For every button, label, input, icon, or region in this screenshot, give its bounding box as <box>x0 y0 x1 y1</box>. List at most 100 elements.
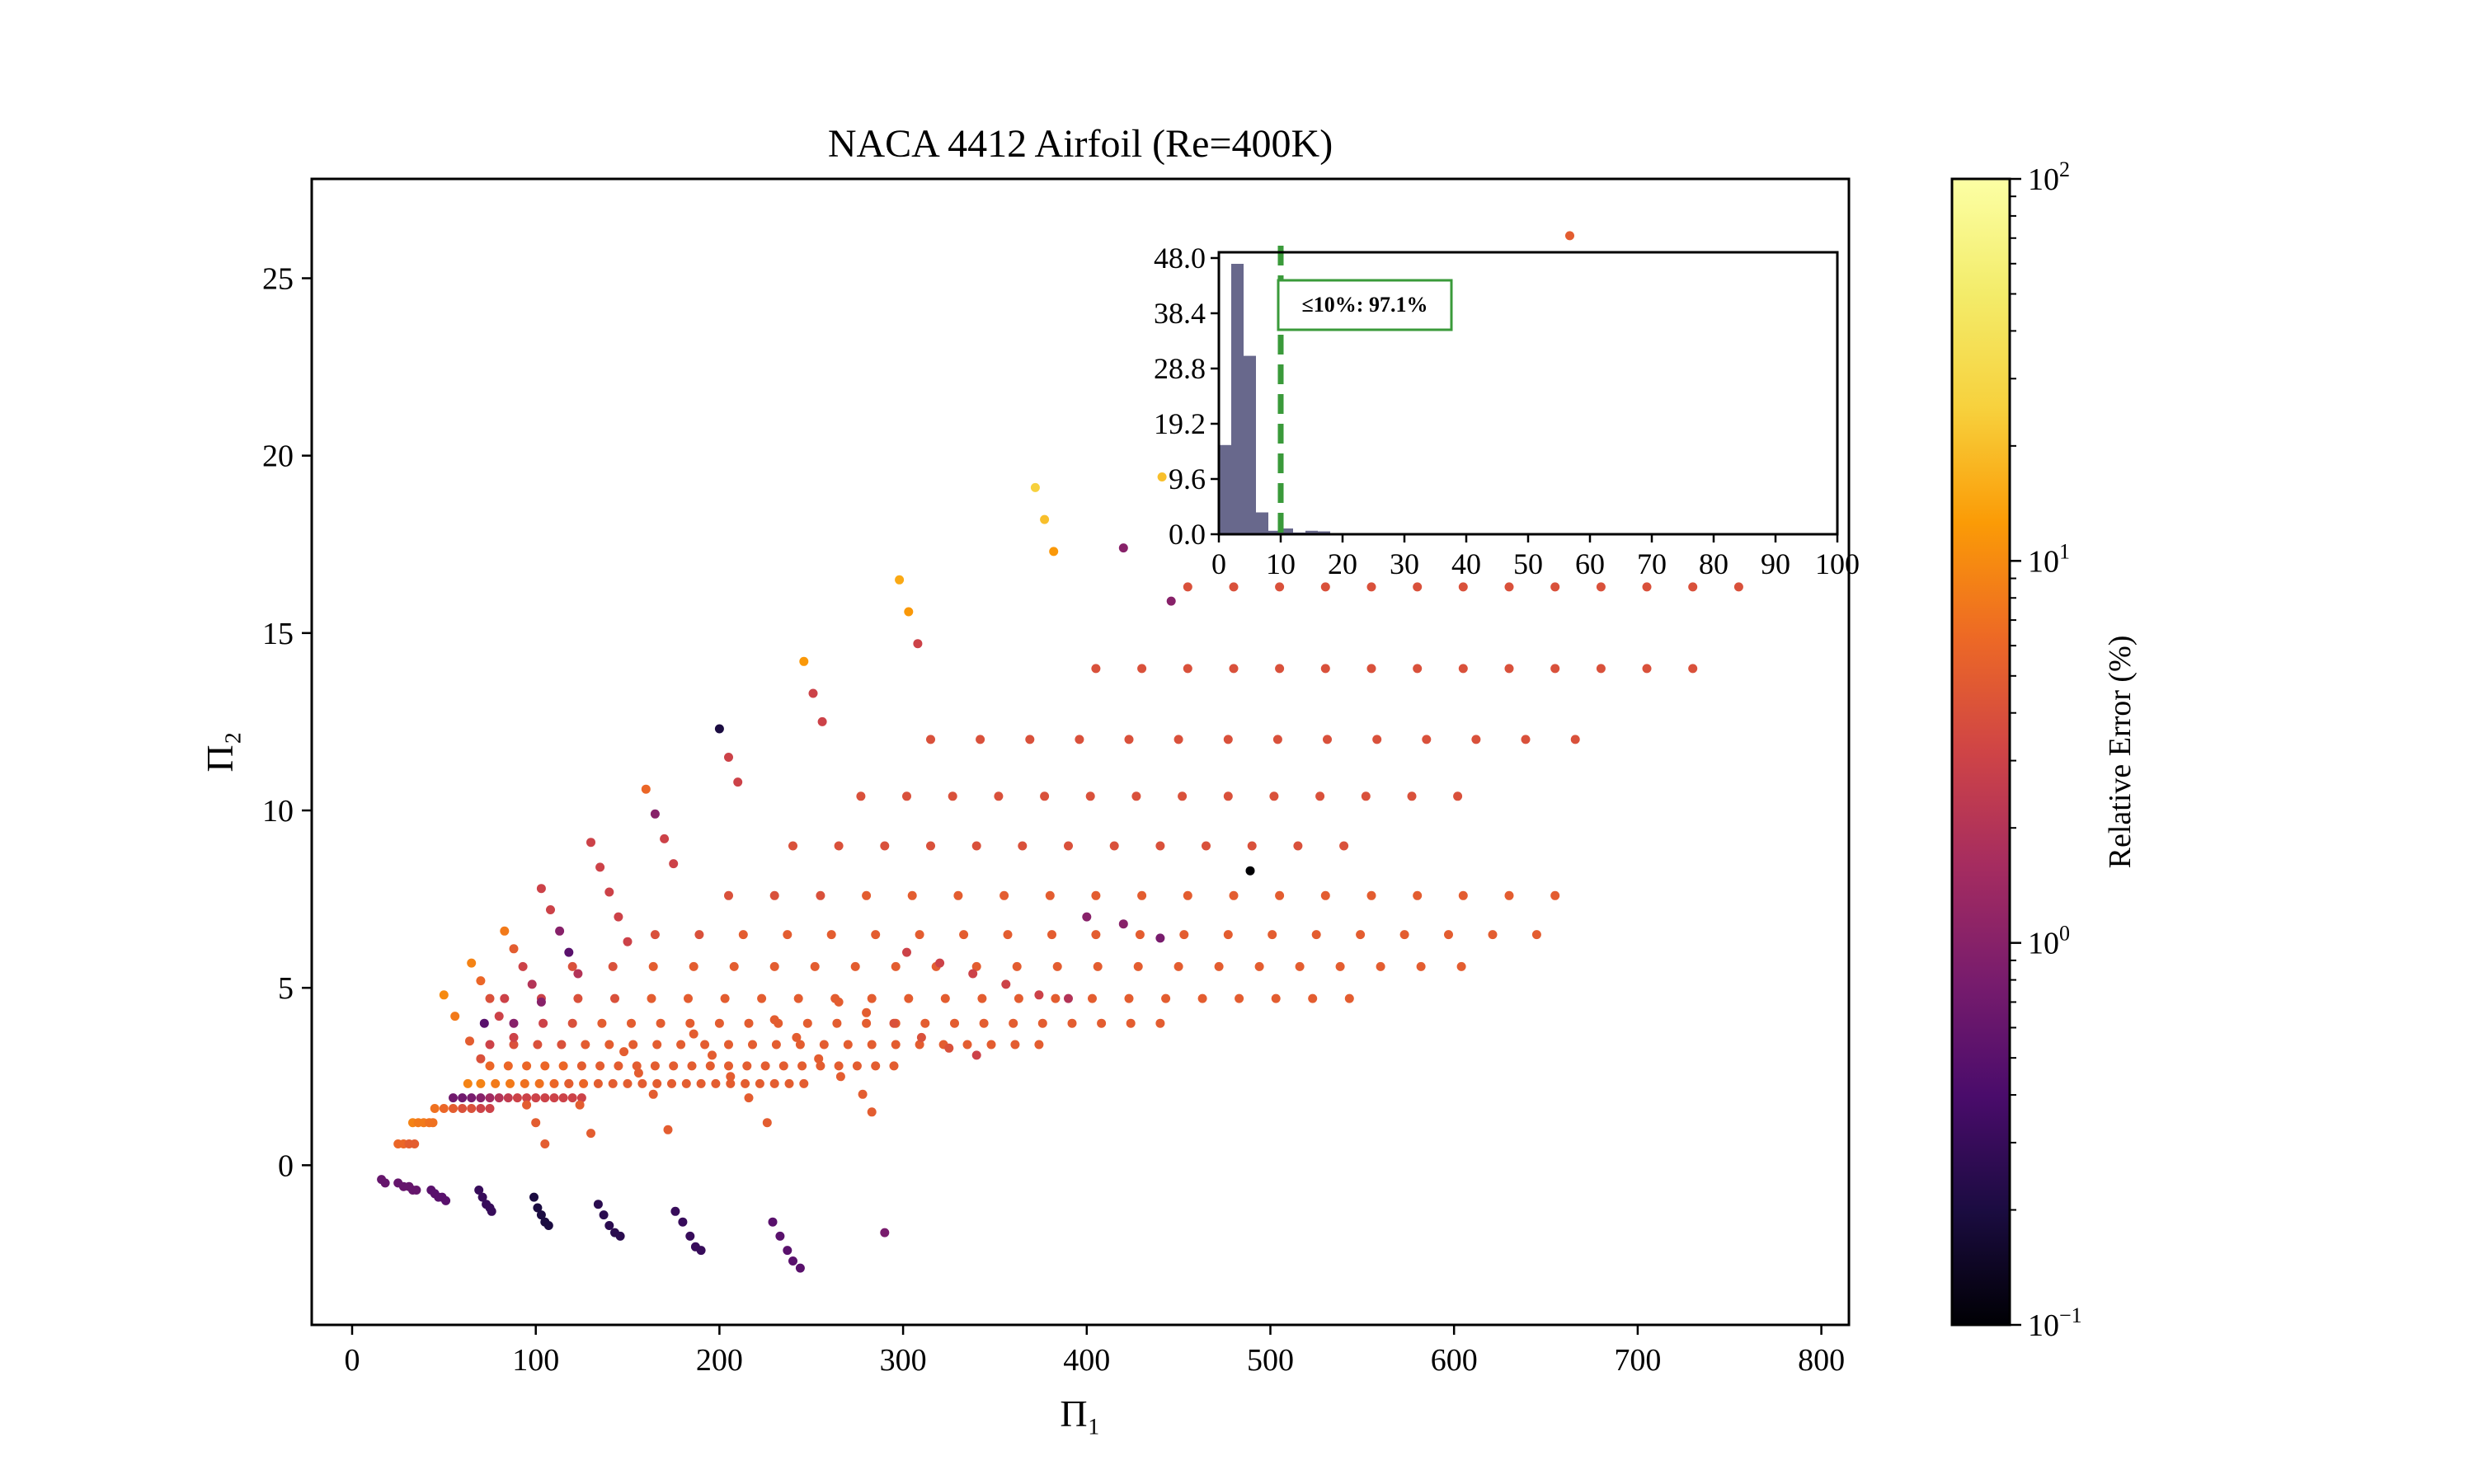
scatter-point <box>476 1093 486 1103</box>
scatter-point <box>485 993 495 1003</box>
scatter-point <box>769 1078 779 1088</box>
scatter-point <box>1131 791 1141 801</box>
scatter-point <box>1135 930 1145 940</box>
scatter-point <box>714 1018 724 1028</box>
scatter-point <box>976 735 985 744</box>
scatter-point <box>573 969 583 979</box>
scatter-point <box>769 961 779 971</box>
inset-x-tick-label: 20 <box>1328 547 1357 580</box>
scatter-point <box>816 1061 825 1071</box>
scatter-point <box>439 990 449 1000</box>
scatter-point <box>871 930 881 940</box>
scatter-point <box>533 1040 543 1050</box>
scatter-point <box>476 1078 486 1088</box>
scatter-point <box>788 841 797 851</box>
scatter-point <box>1458 890 1468 900</box>
scatter-point <box>539 1018 548 1028</box>
scatter-point <box>968 969 978 979</box>
scatter-point <box>527 979 537 989</box>
scatter-point <box>1376 961 1385 971</box>
scatter-point <box>608 1078 618 1088</box>
scatter-point <box>784 1078 794 1088</box>
colorbar-ticks: 102 101 100 10−1 <box>2010 157 2082 1343</box>
scatter-point <box>1504 664 1514 674</box>
scatter-point <box>567 1018 577 1028</box>
histogram-bar <box>1244 355 1256 534</box>
scatter-point <box>816 890 825 900</box>
scatter-point <box>599 1210 609 1220</box>
scatter-point <box>509 1032 519 1042</box>
scatter-point <box>1269 791 1279 801</box>
scatter-point <box>700 1040 710 1050</box>
scatter-point <box>1565 231 1574 241</box>
scatter-point <box>1118 543 1128 553</box>
x-tick-label: 0 <box>344 1343 360 1378</box>
scatter-point <box>971 1050 981 1060</box>
x-tick-label: 200 <box>696 1343 743 1378</box>
scatter-point <box>1223 930 1233 940</box>
scatter-point <box>1315 791 1325 801</box>
y-tick-label: 25 <box>262 261 294 296</box>
colorbar-tick-label: 10−1 <box>2028 1303 2082 1343</box>
scatter-point <box>834 841 844 851</box>
colorbar: 102 101 100 10−1 Relative Error (%) <box>1950 157 2138 1343</box>
scatter-point <box>1521 735 1531 744</box>
scatter-point <box>826 930 836 940</box>
scatter-point <box>729 961 739 971</box>
scatter-point <box>1161 993 1171 1003</box>
scatter-point <box>1034 990 1044 1000</box>
scatter-point <box>1093 961 1103 971</box>
scatter-point <box>656 1018 666 1028</box>
scatter-point <box>1109 841 1119 851</box>
scatter-point <box>971 961 981 971</box>
inset-x-tick-label: 50 <box>1513 547 1543 580</box>
x-tick-label: 500 <box>1247 1343 1294 1378</box>
scatter-point <box>783 930 793 940</box>
scatter-point <box>1254 961 1264 971</box>
y-axis-ticks: 0 5 10 15 20 25 <box>262 261 312 1183</box>
scatter-point <box>458 1093 468 1103</box>
scatter-point <box>485 1093 495 1103</box>
scatter-point <box>1458 582 1468 592</box>
scatter-point <box>959 930 969 940</box>
scatter-point <box>1229 582 1239 592</box>
scatter-point <box>650 1061 660 1071</box>
scatter-point <box>1052 961 1062 971</box>
scatter-point <box>895 575 905 585</box>
scatter-point <box>1223 791 1233 801</box>
scatter-point <box>953 890 963 900</box>
scatter-point <box>795 1040 805 1050</box>
x-tick-label: 400 <box>1063 1343 1110 1378</box>
scatter-point <box>1444 930 1453 940</box>
scatter-point <box>1320 664 1330 674</box>
scatter-point <box>1034 1040 1044 1050</box>
scatter-point <box>558 1093 568 1103</box>
scatter-point <box>549 1078 559 1088</box>
scatter-point <box>1178 791 1188 801</box>
scatter-point <box>1295 961 1305 971</box>
scatter-point <box>650 930 660 940</box>
scatter-point <box>494 1093 504 1103</box>
scatter-point <box>744 1093 754 1103</box>
scatter-point <box>1012 961 1022 971</box>
scatter-point <box>648 961 658 971</box>
scatter-point <box>1356 930 1366 940</box>
scatter-point <box>1570 735 1580 744</box>
scatter-point <box>771 1040 781 1050</box>
scatter-point <box>1118 919 1128 929</box>
scatter-point <box>1133 961 1143 971</box>
inset-x-tick-label: 90 <box>1761 547 1790 580</box>
scatter-point <box>576 1093 586 1103</box>
scatter-point <box>533 1203 543 1213</box>
scatter-point <box>852 1061 862 1071</box>
scatter-point <box>549 1093 559 1103</box>
scatter-point <box>1366 890 1376 900</box>
scatter-point <box>380 1178 390 1188</box>
scatter-point <box>913 639 923 649</box>
scatter-point <box>581 1040 590 1050</box>
scatter-point <box>633 1068 643 1078</box>
y-tick-label: 0 <box>278 1148 294 1183</box>
scatter-point <box>1399 930 1409 940</box>
scatter-point <box>1688 664 1698 674</box>
